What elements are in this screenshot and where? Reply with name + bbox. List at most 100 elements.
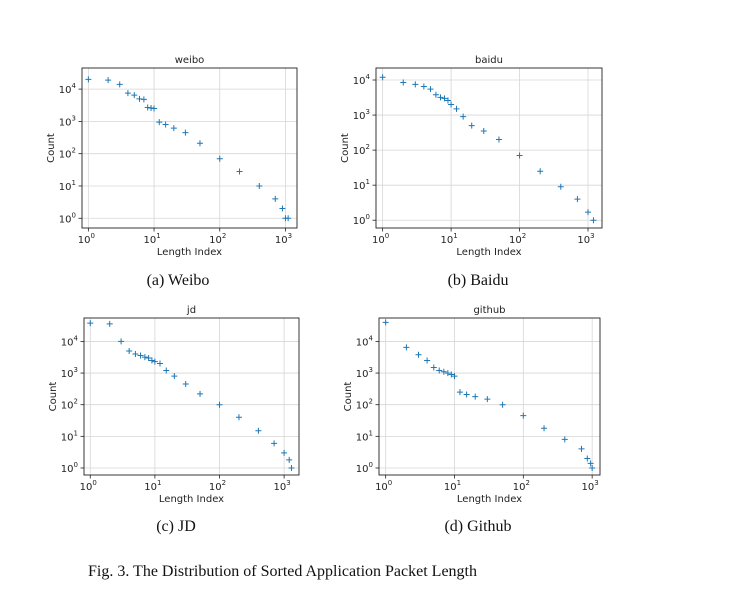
data-point <box>256 182 263 189</box>
x-tick-label: 103 <box>582 479 599 493</box>
y-tick-label: 102 <box>353 143 370 157</box>
data-point <box>456 389 463 396</box>
y-axis-label: Count <box>46 133 57 163</box>
data-point <box>145 354 152 361</box>
plot-frame <box>375 67 603 229</box>
x-tick-base: 10 <box>372 235 385 246</box>
y-tick-exponent: 2 <box>72 147 76 155</box>
data-point <box>587 460 594 467</box>
x-tick-label: 101 <box>444 479 461 493</box>
data-point <box>499 401 506 408</box>
x-tick-label: 100 <box>78 232 95 246</box>
data-point <box>148 357 155 364</box>
x-tick-exponent: 0 <box>385 232 389 240</box>
y-tick-exponent: 3 <box>369 366 373 374</box>
data-point <box>436 367 443 374</box>
y-tick-base: 10 <box>353 181 366 192</box>
y-tick-base: 10 <box>59 85 72 96</box>
data-point <box>162 121 169 128</box>
x-tick-base: 10 <box>209 235 222 246</box>
y-tick-label: 102 <box>356 398 373 412</box>
y-tick-exponent: 1 <box>366 178 370 186</box>
data-point <box>136 95 143 102</box>
data-point <box>132 351 139 358</box>
data-point <box>216 155 223 162</box>
data-point <box>448 371 455 378</box>
y-tick-label: 103 <box>353 108 370 122</box>
y-axis-label: Count <box>48 382 59 412</box>
y-tick-label: 104 <box>59 82 77 96</box>
y-tick-base: 10 <box>356 401 369 412</box>
y-tick-label: 102 <box>61 398 78 412</box>
data-point <box>116 81 123 88</box>
y-tick-exponent: 3 <box>366 108 370 116</box>
y-tick-exponent: 1 <box>369 429 373 437</box>
data-point <box>141 354 148 361</box>
x-tick-base: 10 <box>582 482 595 493</box>
figure-caption: Fig. 3. The Distribution of Sorted Appli… <box>88 563 477 580</box>
x-tick-exponent: 2 <box>222 479 226 487</box>
x-tick-label: 101 <box>144 479 161 493</box>
data-point <box>451 373 458 380</box>
data-point <box>216 401 223 408</box>
x-tick-label: 100 <box>372 232 389 246</box>
y-tick-base: 10 <box>356 432 369 443</box>
x-tick-base: 10 <box>275 235 288 246</box>
subfigure-caption: (a) Weibo <box>147 272 210 289</box>
data-point <box>412 81 419 88</box>
data-point <box>170 125 177 132</box>
x-tick-label: 102 <box>209 232 226 246</box>
data-point <box>382 319 389 326</box>
data-point <box>460 113 467 120</box>
x-tick-label: 102 <box>513 479 530 493</box>
data-point <box>585 209 592 216</box>
y-axis-label: Count <box>340 133 351 163</box>
data-point <box>468 122 475 129</box>
y-tick-label: 100 <box>61 461 78 475</box>
y-tick-base: 10 <box>59 182 72 193</box>
data-point <box>271 440 278 447</box>
data-point <box>480 128 487 135</box>
data-point <box>171 373 178 380</box>
data-point <box>574 196 581 203</box>
x-tick-base: 10 <box>577 235 590 246</box>
y-tick-base: 10 <box>59 117 72 128</box>
data-point <box>590 217 597 224</box>
y-tick-base: 10 <box>353 146 366 157</box>
data-point <box>400 79 407 86</box>
y-tick-label: 103 <box>59 114 76 128</box>
x-tick-base: 10 <box>509 235 522 246</box>
y-tick-base: 10 <box>61 432 74 443</box>
x-tick-label: 102 <box>209 479 226 493</box>
x-axis-label: Length Index <box>159 494 224 505</box>
y-tick-base: 10 <box>61 369 74 380</box>
y-tick-exponent: 3 <box>74 366 78 374</box>
y-tick-label: 101 <box>356 429 373 443</box>
x-tick-label: 102 <box>509 232 526 246</box>
x-tick-exponent: 0 <box>388 479 392 487</box>
data-point <box>182 381 189 388</box>
x-tick-exponent: 1 <box>457 479 461 487</box>
data-series <box>87 320 295 471</box>
data-point <box>236 168 243 175</box>
x-tick-exponent: 3 <box>286 479 290 487</box>
y-tick-base: 10 <box>61 401 74 412</box>
data-point <box>124 90 131 97</box>
data-point <box>131 92 138 99</box>
x-tick-exponent: 0 <box>90 232 94 240</box>
y-tick-label: 101 <box>59 179 76 193</box>
data-point <box>182 129 189 136</box>
y-tick-label: 100 <box>353 213 370 227</box>
y-tick-exponent: 3 <box>72 114 76 122</box>
x-tick-label: 101 <box>143 232 160 246</box>
data-point <box>516 152 523 159</box>
x-axis-label: Length Index <box>457 494 522 505</box>
data-point <box>448 101 455 108</box>
x-axis-label: Length Index <box>456 247 521 258</box>
x-tick-exponent: 2 <box>522 232 526 240</box>
x-tick-exponent: 3 <box>594 479 598 487</box>
data-point <box>420 83 427 90</box>
y-tick-exponent: 2 <box>74 398 78 406</box>
